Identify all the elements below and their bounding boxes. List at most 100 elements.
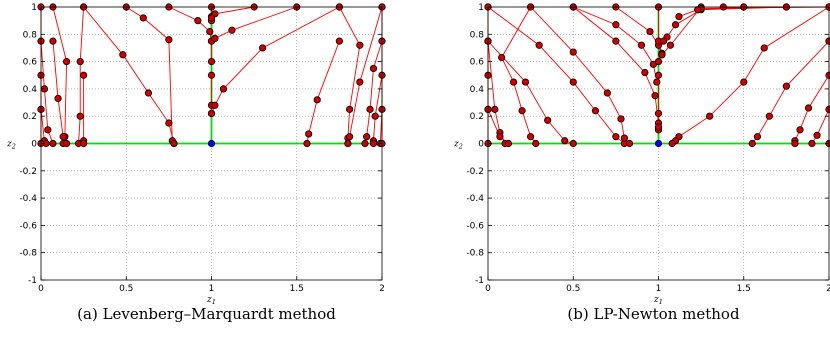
y-axis-label: z2 <box>453 140 463 151</box>
data-point <box>694 6 702 14</box>
x-tick-label: 1 <box>656 284 662 294</box>
x-axis-label-sub: 1 <box>212 298 216 306</box>
x-tick-label: 1.5 <box>737 284 751 294</box>
y-tick-label: 0 <box>478 140 484 150</box>
data-point <box>646 27 654 36</box>
data-point <box>356 78 364 86</box>
data-point <box>211 34 219 42</box>
x-axis-label-sub: 1 <box>659 298 663 306</box>
data-point <box>80 71 88 79</box>
data-point <box>748 139 756 148</box>
y-axis-label-base: z <box>6 140 12 150</box>
limit-point <box>654 139 663 148</box>
data-point <box>612 133 620 141</box>
data-point <box>813 131 821 139</box>
x-axis-label-base: z <box>653 295 659 305</box>
data-point <box>641 68 649 77</box>
y-tick-label: 0.2 <box>470 112 484 122</box>
data-point <box>211 101 219 109</box>
data-point <box>625 139 634 148</box>
data-point <box>144 89 153 97</box>
data-point <box>651 92 659 100</box>
data-point <box>219 85 228 93</box>
y-tick-label: 1 <box>31 3 37 13</box>
data-point <box>194 17 202 25</box>
data-point <box>753 133 761 141</box>
data-point <box>496 133 504 141</box>
y-tick-label: -0.6 <box>466 221 484 231</box>
x-tick-label: 0 <box>38 284 44 294</box>
data-point <box>675 12 683 21</box>
data-point <box>620 134 629 142</box>
data-point <box>207 109 216 118</box>
data-point <box>371 112 379 120</box>
data-point <box>369 139 378 148</box>
data-point <box>76 112 84 120</box>
chart-caption: (a) Levenberg–Marquardt method <box>77 305 336 323</box>
y-axis-label: z2 <box>6 140 16 151</box>
series-line-17 <box>306 40 340 144</box>
y-axis-label-sub: 2 <box>11 143 16 151</box>
data-point <box>356 41 364 49</box>
data-point <box>668 139 676 148</box>
series-line-10 <box>168 6 212 42</box>
data-point <box>535 41 543 49</box>
data-point <box>62 139 71 148</box>
data-point <box>569 78 577 86</box>
chart-panel-2: 0 0.5 1 1.5 2 1 0.8 0.6 0.4 0.2 0 -0.2 -0.4 -0.6 -0.8 -… <box>453 3 830 323</box>
data-point <box>206 27 214 36</box>
data-point <box>369 64 378 73</box>
y-tick-label: 0.8 <box>470 30 485 40</box>
data-point <box>706 112 714 120</box>
data-point <box>569 48 577 56</box>
y-tick-label: 1 <box>478 3 484 13</box>
data-point <box>119 51 127 59</box>
x-tick-label: 2 <box>379 284 385 294</box>
data-point <box>335 37 343 45</box>
data-point <box>165 36 173 44</box>
chart-panel-1: 0 0.5 1 1.5 2 1 0.8 0.6 0.4 0.2 0 -0.2 -0.4 -0.6 -0.8 -… <box>6 3 386 323</box>
data-point <box>207 57 216 66</box>
data-point <box>765 112 773 120</box>
data-point <box>654 109 663 118</box>
data-point <box>344 139 352 148</box>
data-point <box>569 139 577 148</box>
y-tick-label: -0.2 <box>466 167 484 177</box>
y-tick-label: -0.8 <box>19 249 37 259</box>
data-point <box>76 57 84 66</box>
data-point <box>617 115 625 123</box>
data-point <box>498 53 506 62</box>
data-point <box>791 139 799 148</box>
data-point <box>561 137 569 145</box>
data-point <box>259 44 267 52</box>
x-tick-label: 1.5 <box>290 284 304 294</box>
data-point <box>760 44 768 52</box>
data-point <box>654 57 663 66</box>
y-tick-label: -1 <box>28 276 37 286</box>
data-point <box>660 37 668 45</box>
y-axis-label-sub: 2 <box>458 143 463 151</box>
data-point <box>653 78 661 86</box>
data-point <box>544 116 552 124</box>
y-tick-label: -0.6 <box>19 221 37 231</box>
data-point <box>603 89 611 97</box>
y-tick-label: -0.8 <box>466 249 484 259</box>
data-point <box>654 123 663 131</box>
data-point <box>313 96 321 104</box>
data-point <box>527 133 535 141</box>
data-point <box>658 51 666 59</box>
data-point <box>521 78 530 86</box>
y-tick-label: 0.2 <box>23 112 37 122</box>
data-point <box>346 105 354 113</box>
y-tick-label: -0.2 <box>19 167 37 177</box>
y-tick-label: -0.4 <box>466 194 484 204</box>
y-tick-label: 0.6 <box>470 58 485 68</box>
y-tick-label: 0.6 <box>23 58 38 68</box>
data-point <box>509 78 518 86</box>
data-point <box>782 82 790 90</box>
x-tick-label: 2 <box>826 284 830 294</box>
x-axis-label: z1 <box>653 295 663 306</box>
data-point <box>796 126 804 134</box>
x-axis-label: z1 <box>206 295 216 306</box>
data-point <box>49 37 57 45</box>
